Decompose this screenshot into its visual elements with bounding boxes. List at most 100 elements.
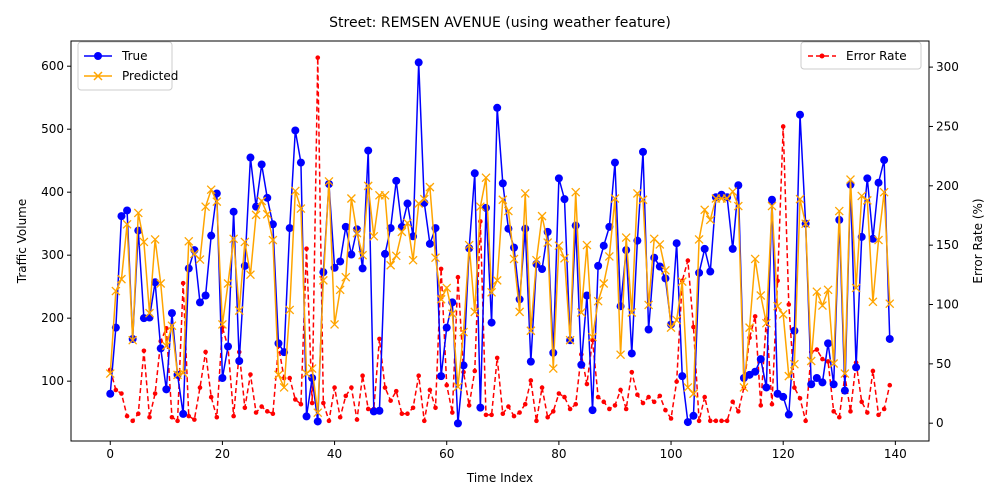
data-point <box>730 399 736 405</box>
data-point <box>705 215 715 225</box>
data-point <box>229 207 238 216</box>
data-point <box>234 306 244 316</box>
x-tick-label: 0 <box>106 447 114 461</box>
data-point <box>796 110 805 119</box>
data-point <box>706 267 715 276</box>
data-point <box>817 301 827 311</box>
x-axis-label: Time Index <box>466 471 533 485</box>
y-tick-label: 300 <box>41 248 64 262</box>
data-point <box>543 238 553 248</box>
data-point <box>257 160 266 169</box>
data-point <box>268 235 278 245</box>
data-point <box>346 194 356 203</box>
data-point <box>487 318 496 327</box>
data-point <box>293 397 298 402</box>
data-point <box>567 406 573 412</box>
chart-title: Street: REMSEN AVENUE (using weather fea… <box>329 15 671 31</box>
data-point <box>724 418 730 424</box>
data-point <box>285 305 295 315</box>
data-point <box>876 412 881 418</box>
data-point <box>235 357 244 365</box>
data-point <box>607 406 612 412</box>
data-point <box>545 414 550 420</box>
data-point <box>824 339 833 348</box>
data-point <box>257 196 267 206</box>
data-point <box>689 411 698 420</box>
data-point <box>217 320 227 329</box>
data-point <box>128 335 138 345</box>
data-point <box>577 360 586 369</box>
data-point <box>442 283 452 293</box>
data-point <box>459 361 468 370</box>
legend-predicted-marker <box>93 71 103 81</box>
data-point <box>336 257 345 266</box>
data-point <box>831 409 836 414</box>
y-axis-left: 100 200 300 400 500 600 <box>41 59 71 388</box>
data-point <box>767 195 776 204</box>
data-point <box>521 224 530 233</box>
data-point <box>846 175 855 185</box>
data-point <box>857 191 867 201</box>
data-point <box>245 270 255 280</box>
data-point <box>639 147 647 156</box>
data-point <box>481 173 491 183</box>
data-point <box>829 380 838 389</box>
data-point <box>601 399 607 405</box>
data-point <box>498 179 507 188</box>
y2-tick-label: 250 <box>936 119 959 133</box>
data-point <box>812 374 821 383</box>
data-point <box>197 385 203 390</box>
data-point <box>722 194 732 203</box>
data-point <box>304 246 309 252</box>
data-point <box>767 201 777 211</box>
data-point <box>851 283 861 293</box>
data-point <box>360 373 365 379</box>
data-point <box>786 302 792 307</box>
data-point <box>528 378 534 383</box>
data-point <box>784 410 793 419</box>
data-point <box>208 394 214 400</box>
data-point <box>152 391 158 396</box>
legend-predicted-label: Predicted <box>122 69 178 83</box>
data-point <box>363 181 373 191</box>
legend-error-marker <box>819 53 825 59</box>
data-point <box>274 370 283 380</box>
data-point <box>807 380 816 389</box>
data-point <box>627 349 636 358</box>
data-point <box>612 403 618 408</box>
data-point <box>291 126 300 135</box>
data-point <box>326 418 332 424</box>
data-point <box>318 275 328 285</box>
data-point <box>795 194 805 204</box>
data-point <box>341 272 351 282</box>
y-axis-label-right: Error Rate (%) <box>971 198 985 283</box>
data-point <box>178 368 188 378</box>
data-point <box>270 411 276 417</box>
data-point <box>820 356 825 362</box>
data-point <box>381 249 390 258</box>
data-point <box>206 185 216 195</box>
data-point <box>184 264 193 273</box>
data-point <box>175 418 180 424</box>
data-point <box>550 409 556 414</box>
data-point <box>672 239 681 248</box>
data-point <box>539 385 545 390</box>
data-point <box>773 301 783 311</box>
data-point <box>806 356 816 366</box>
legend-left: True Predicted <box>77 41 178 91</box>
y2-tick-label: 200 <box>936 179 959 193</box>
data-point <box>660 265 670 275</box>
data-point <box>386 224 395 233</box>
data-point <box>885 299 895 309</box>
data-point <box>668 416 674 421</box>
data-point <box>829 359 839 368</box>
data-point <box>212 189 221 198</box>
data-point <box>124 413 130 419</box>
data-point <box>700 205 710 215</box>
data-point <box>556 391 562 396</box>
data-point <box>111 286 121 296</box>
data-point <box>663 407 668 413</box>
data-point <box>629 369 635 375</box>
data-point <box>655 262 664 271</box>
data-point <box>593 296 603 306</box>
